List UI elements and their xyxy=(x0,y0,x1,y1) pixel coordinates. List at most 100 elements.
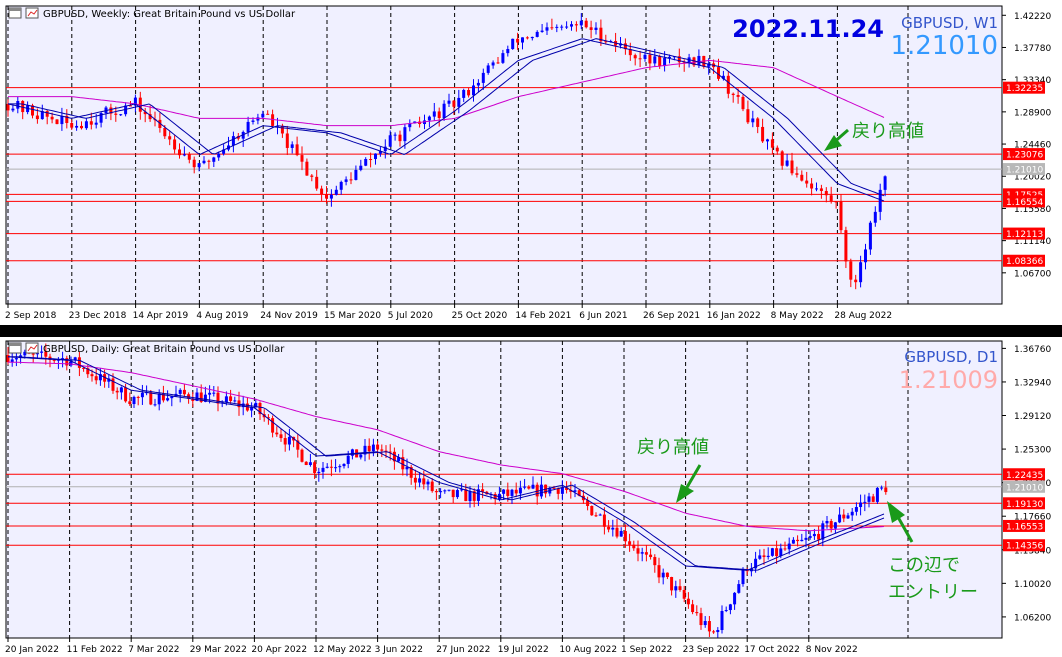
candle[interactable] xyxy=(604,34,608,45)
candle[interactable] xyxy=(275,426,279,437)
candle[interactable] xyxy=(367,438,371,460)
candle[interactable] xyxy=(649,548,653,560)
candle[interactable] xyxy=(315,169,319,191)
candle[interactable] xyxy=(844,226,848,269)
candle[interactable] xyxy=(378,146,382,157)
candle[interactable] xyxy=(653,554,657,573)
candle[interactable] xyxy=(119,113,123,117)
candle[interactable] xyxy=(712,629,716,634)
candle[interactable] xyxy=(817,526,821,546)
candle[interactable] xyxy=(661,568,665,585)
candle[interactable] xyxy=(216,386,220,412)
window-icon[interactable] xyxy=(8,342,22,354)
candle[interactable] xyxy=(439,488,443,499)
candle[interactable] xyxy=(766,547,770,560)
candle[interactable] xyxy=(173,135,177,154)
candle[interactable] xyxy=(40,345,44,359)
candle[interactable] xyxy=(133,94,137,113)
candle[interactable] xyxy=(737,580,741,594)
candle[interactable] xyxy=(364,157,368,167)
candle[interactable] xyxy=(800,533,804,542)
chart-icon[interactable] xyxy=(25,7,39,19)
candle[interactable] xyxy=(256,113,260,125)
candle[interactable] xyxy=(883,175,887,197)
candle[interactable] xyxy=(241,395,245,416)
candle[interactable] xyxy=(271,109,275,128)
candle[interactable] xyxy=(408,119,412,132)
candle[interactable] xyxy=(761,118,765,143)
candle[interactable] xyxy=(726,71,730,99)
candle[interactable] xyxy=(854,274,858,290)
candle[interactable] xyxy=(556,487,560,500)
candle[interactable] xyxy=(310,174,314,182)
candle[interactable] xyxy=(873,206,877,227)
candle[interactable] xyxy=(678,579,682,592)
candle[interactable] xyxy=(491,60,495,69)
candle[interactable] xyxy=(607,520,611,533)
candle[interactable] xyxy=(224,391,228,406)
candle[interactable] xyxy=(849,258,853,288)
candle[interactable] xyxy=(717,58,720,81)
candle[interactable] xyxy=(195,388,199,402)
candle[interactable] xyxy=(476,79,480,93)
candle[interactable] xyxy=(686,592,690,609)
candle[interactable] xyxy=(674,580,678,598)
candle[interactable] xyxy=(86,365,90,378)
candle[interactable] xyxy=(859,255,863,288)
candle[interactable] xyxy=(859,494,863,516)
candle[interactable] xyxy=(447,93,451,107)
candle[interactable] xyxy=(231,131,235,153)
candle[interactable] xyxy=(530,36,534,41)
candle[interactable] xyxy=(579,13,583,30)
candle[interactable] xyxy=(770,547,774,557)
candle[interactable] xyxy=(864,243,867,270)
candle[interactable] xyxy=(804,529,808,548)
candle[interactable] xyxy=(783,541,787,551)
candle[interactable] xyxy=(741,94,745,112)
candle[interactable] xyxy=(313,460,317,479)
candle[interactable] xyxy=(338,464,342,473)
candle[interactable] xyxy=(829,518,833,533)
candle[interactable] xyxy=(329,459,333,477)
candle[interactable] xyxy=(644,545,648,562)
candle[interactable] xyxy=(114,106,118,122)
candle[interactable] xyxy=(11,105,15,113)
candle[interactable] xyxy=(359,159,363,172)
candle[interactable] xyxy=(819,184,823,199)
candle[interactable] xyxy=(839,194,843,234)
candle[interactable] xyxy=(77,351,81,377)
candle[interactable] xyxy=(202,156,206,165)
candle[interactable] xyxy=(437,107,441,127)
candle[interactable] xyxy=(615,519,619,539)
candle[interactable] xyxy=(401,449,405,476)
candle[interactable] xyxy=(283,431,287,452)
candle[interactable] xyxy=(501,49,505,64)
candle[interactable] xyxy=(140,384,144,405)
candle[interactable] xyxy=(850,507,854,521)
candle[interactable] xyxy=(527,485,531,490)
candle[interactable] xyxy=(229,389,233,404)
candle[interactable] xyxy=(531,476,535,490)
candle[interactable] xyxy=(699,607,703,630)
candle[interactable] xyxy=(514,482,518,498)
candle[interactable] xyxy=(308,453,312,467)
candle[interactable] xyxy=(486,63,490,75)
candle[interactable] xyxy=(153,398,157,407)
candle[interactable] xyxy=(349,172,353,185)
weekly-plot-area[interactable] xyxy=(5,5,1003,305)
candle[interactable] xyxy=(374,153,377,165)
candle[interactable] xyxy=(430,478,434,493)
candle[interactable] xyxy=(65,109,69,129)
candle[interactable] xyxy=(182,146,186,157)
candle[interactable] xyxy=(128,392,132,406)
candle[interactable] xyxy=(619,527,623,537)
candle[interactable] xyxy=(290,141,294,154)
candle[interactable] xyxy=(632,540,636,551)
candle[interactable] xyxy=(754,551,758,573)
candle[interactable] xyxy=(733,592,737,610)
candle[interactable] xyxy=(867,492,871,508)
candle[interactable] xyxy=(467,87,471,98)
candle[interactable] xyxy=(785,153,789,167)
candle[interactable] xyxy=(136,395,140,406)
candle[interactable] xyxy=(691,599,695,615)
